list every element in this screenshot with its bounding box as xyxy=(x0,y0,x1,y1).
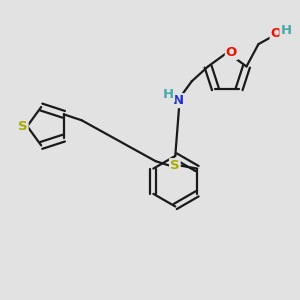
Text: O: O xyxy=(271,27,282,40)
Text: S: S xyxy=(18,120,28,133)
Text: S: S xyxy=(170,159,180,172)
Text: H: H xyxy=(280,24,292,37)
Text: O: O xyxy=(226,46,237,59)
Text: N: N xyxy=(173,94,184,107)
Text: H: H xyxy=(163,88,174,101)
